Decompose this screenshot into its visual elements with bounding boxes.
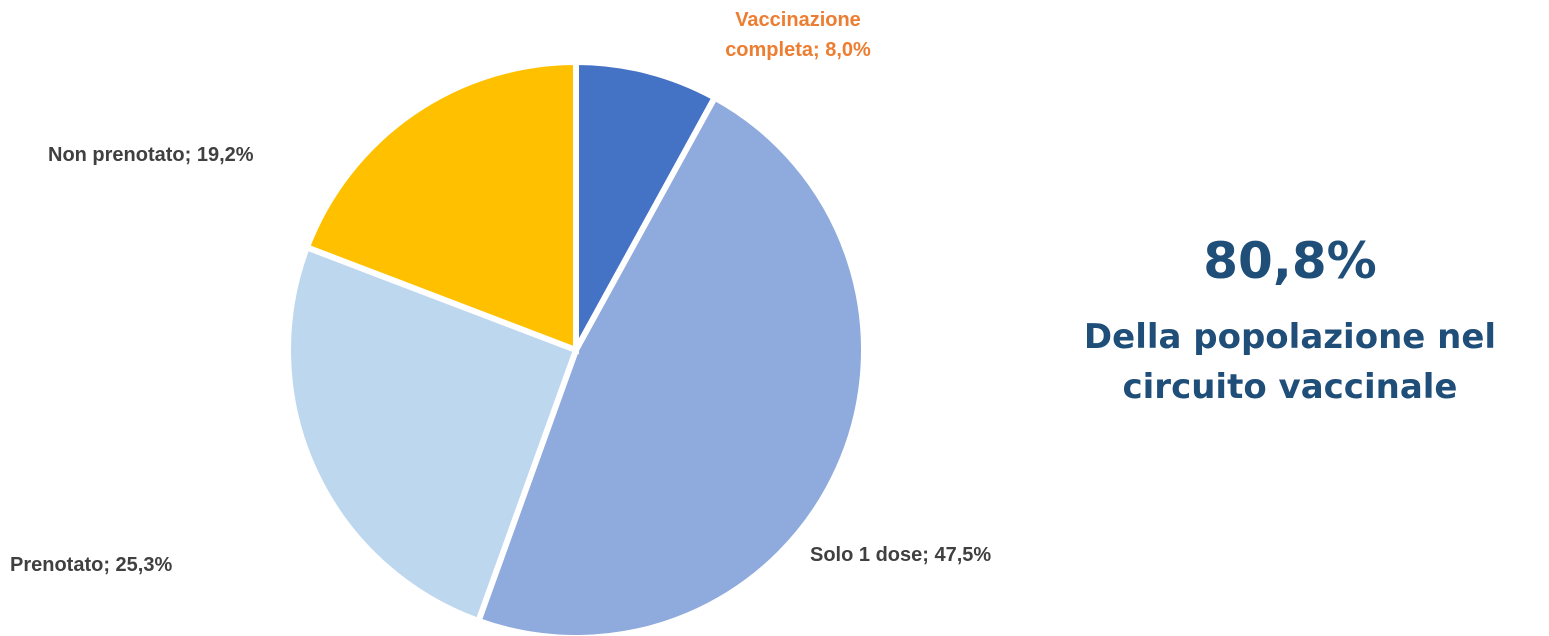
pie-slice xyxy=(285,243,580,625)
slice-label: Vaccinazione completa; 8,0% xyxy=(725,9,871,61)
pie-slice xyxy=(303,58,579,355)
slice-label: Solo 1 dose; 47,5% xyxy=(810,544,992,566)
slice-label: Non prenotato; 19,2% xyxy=(48,144,254,166)
slice-label: Prenotato; 25,3% xyxy=(10,554,173,576)
headline-text: Della popolazione nel circuito vaccinale xyxy=(1083,317,1497,407)
pie-slice xyxy=(573,58,719,352)
pie-slice xyxy=(474,93,867,636)
headline-value: 80,8% xyxy=(1203,232,1377,290)
